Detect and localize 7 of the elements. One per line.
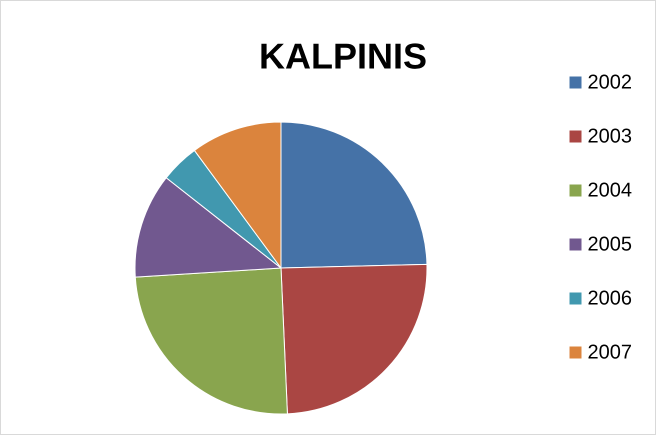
legend-label: 2002 <box>588 72 632 94</box>
legend-label: 2007 <box>588 342 632 364</box>
legend-label: 2004 <box>588 180 632 202</box>
chart-title: KALPINIS <box>258 36 428 76</box>
legend-label: 2006 <box>588 288 632 310</box>
legend-label: 2005 <box>588 234 632 256</box>
legend-label: 2003 <box>588 126 632 148</box>
